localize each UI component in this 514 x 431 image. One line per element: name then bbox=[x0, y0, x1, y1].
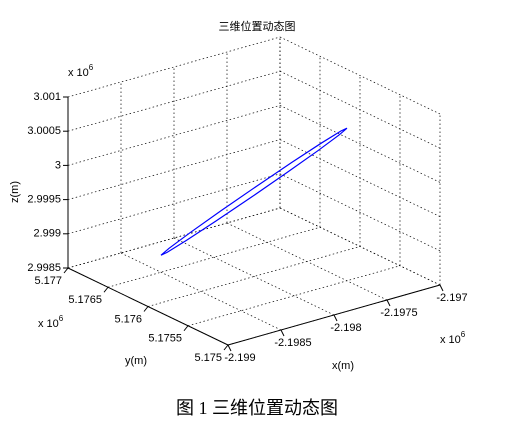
series-line bbox=[160, 127, 348, 256]
x-scale-base: x 10 bbox=[440, 334, 461, 346]
y-tick bbox=[103, 286, 109, 293]
y-tick-label: 5.177 bbox=[34, 275, 62, 287]
z-tick-label: 3.0005 bbox=[27, 125, 61, 137]
z-scale-base: x 10 bbox=[68, 67, 89, 79]
x-tick-label: -2.197 bbox=[436, 292, 467, 304]
x-tick bbox=[227, 344, 232, 352]
y-tick bbox=[63, 267, 69, 274]
x-tick bbox=[439, 284, 444, 292]
y-scale-label: x 106 bbox=[38, 314, 64, 330]
grid-line bbox=[279, 105, 441, 183]
figure-caption: 图 1 三维位置动态图 bbox=[176, 398, 338, 418]
grid-line bbox=[279, 207, 441, 286]
grid-line bbox=[279, 173, 441, 252]
x-tick-label: -2.1975 bbox=[380, 307, 417, 319]
grid-line bbox=[67, 36, 281, 98]
chart-title: 三维位置动态图 bbox=[219, 19, 296, 33]
z-tick-label: 3 bbox=[55, 159, 61, 171]
x-axis-label: x(m) bbox=[332, 360, 354, 372]
grid-line bbox=[120, 252, 282, 331]
x-tick bbox=[333, 314, 338, 322]
x-tick bbox=[386, 299, 391, 307]
z-scale-power: 6 bbox=[89, 63, 94, 72]
x-tick-label: -2.1985 bbox=[274, 337, 311, 349]
y-tick-label: 5.1755 bbox=[148, 333, 182, 345]
y-tick bbox=[143, 306, 149, 312]
grid-line bbox=[67, 207, 281, 269]
grid-line bbox=[279, 36, 441, 115]
grid-line bbox=[187, 265, 401, 327]
z-axis-label: z(m) bbox=[9, 181, 21, 203]
grid-line bbox=[67, 173, 281, 235]
z-tick-label: 2.9995 bbox=[27, 194, 61, 206]
y-tick bbox=[223, 344, 229, 351]
x-tick bbox=[280, 329, 285, 337]
grid-line bbox=[279, 70, 441, 149]
y-tick-label: 5.176 bbox=[114, 313, 142, 325]
grid-line bbox=[67, 70, 281, 132]
y-tick-label: 5.175 bbox=[194, 352, 222, 364]
grid-line bbox=[107, 226, 321, 288]
grid-line bbox=[147, 246, 361, 307]
x-tick-label: -2.198 bbox=[330, 322, 361, 334]
y-tick bbox=[183, 325, 189, 332]
grid-line bbox=[279, 139, 441, 217]
grid-line bbox=[173, 237, 335, 316]
grid-line bbox=[67, 139, 281, 200]
z-scale-label: x 106 bbox=[68, 63, 94, 79]
y-scale-power: 6 bbox=[59, 314, 64, 323]
z-tick-label: 2.9985 bbox=[27, 262, 61, 274]
z-tick-label: 2.999 bbox=[33, 228, 61, 240]
x-tick-label: -2.199 bbox=[224, 352, 255, 364]
x-scale-power: 6 bbox=[461, 330, 466, 339]
grid-line bbox=[67, 105, 281, 166]
y-scale-base: x 10 bbox=[38, 318, 59, 330]
y-tick-label: 5.1765 bbox=[68, 294, 102, 306]
z-tick-label: 3.001 bbox=[33, 91, 61, 103]
x-scale-label: x 106 bbox=[440, 330, 466, 346]
y-axis-label: y(m) bbox=[125, 355, 147, 367]
